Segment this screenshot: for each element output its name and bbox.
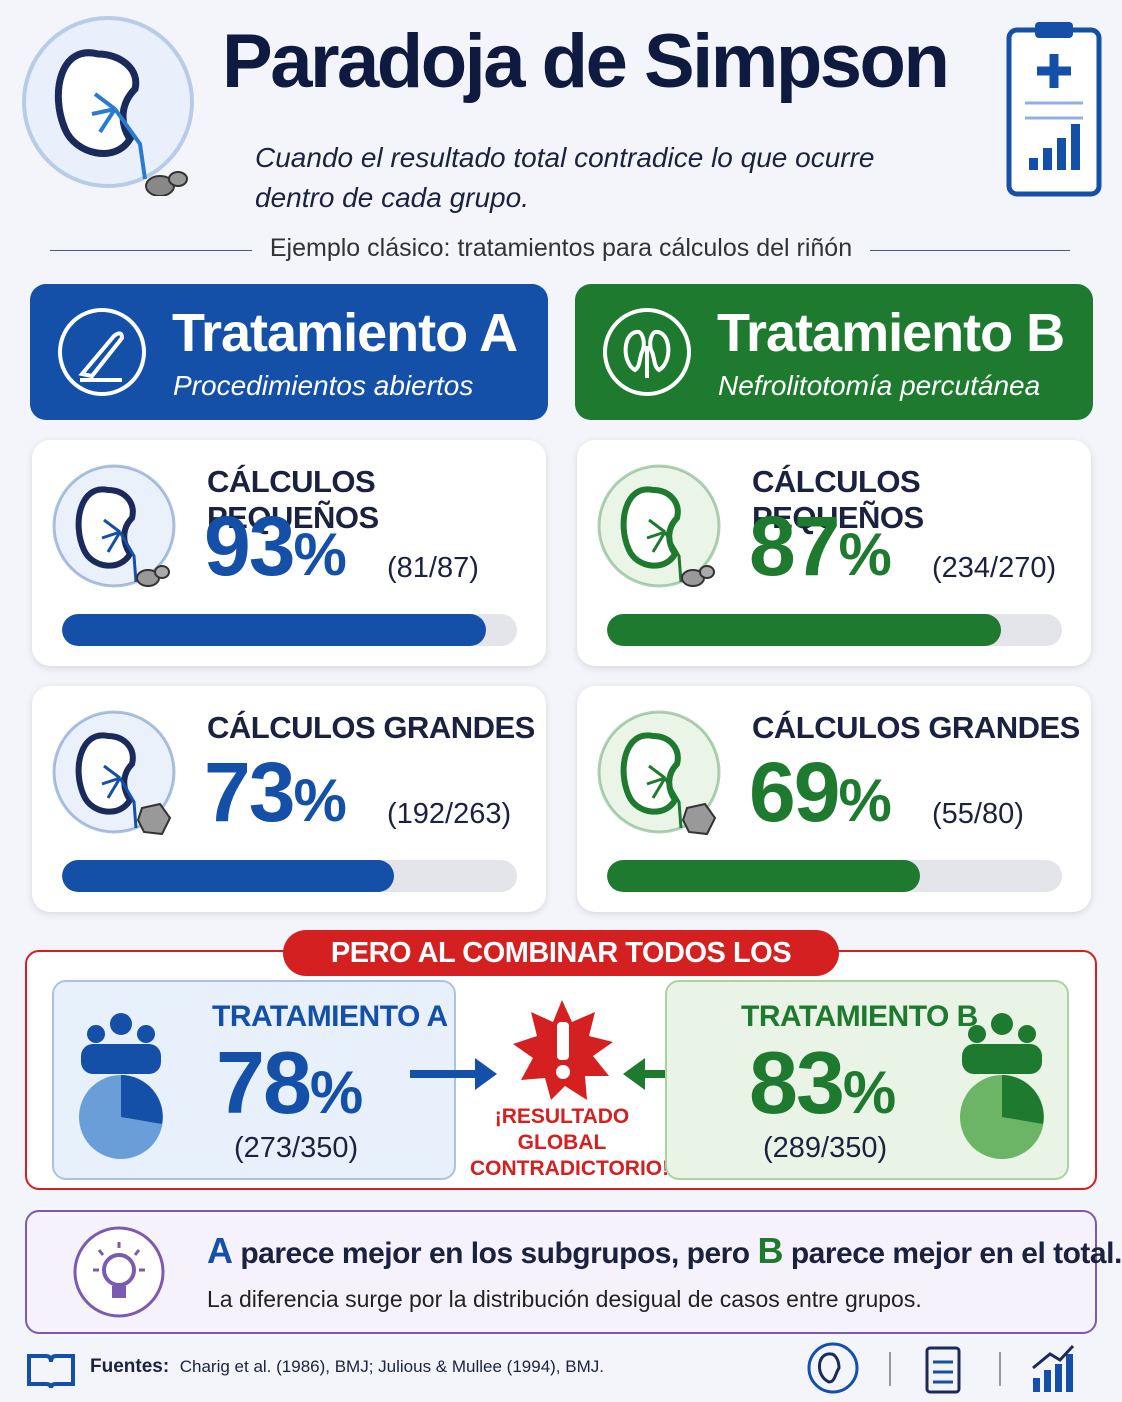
group-card: CÁLCULOS PEQUEÑOS 87% (234/270): [577, 440, 1091, 666]
bar: [607, 614, 1002, 646]
label: TRATAMIENTO B: [741, 1000, 978, 1033]
value: 69: [749, 745, 840, 839]
treatment-subtitle: Nefrolitotomía percutánea: [718, 370, 1041, 401]
book-icon: [27, 1354, 75, 1389]
percent: 83%: [749, 1032, 896, 1134]
note: La diferencia surge por la distribución …: [207, 1286, 922, 1312]
bar: [62, 614, 486, 646]
headline: A parece mejor en los subgrupos, pero B …: [207, 1230, 1122, 1272]
bar: [62, 860, 395, 892]
bar-track: [607, 860, 1062, 892]
treatment-icon: [56, 306, 148, 403]
sources-text: Charig et al. (1986), BMJ; Julious & Mul…: [179, 1357, 604, 1376]
combined-b: TRATAMIENTO B 83% (289/350): [665, 980, 1069, 1180]
sources: Fuentes: Charig et al. (1986), BMJ; Juli…: [90, 1356, 604, 1378]
warning: ¡RESULTADO GLOBAL CONTRADICTORIO!: [470, 1105, 670, 1180]
sources-label: Fuentes:: [90, 1356, 170, 1377]
arrows-burst: [410, 1000, 710, 1100]
kidney-icon: [595, 462, 723, 595]
fraction: (234/270): [932, 552, 1057, 584]
fraction: (55/80): [932, 798, 1024, 830]
group-card: CÁLCULOS GRANDES 69% (55/80): [577, 686, 1091, 912]
percent-sign: %: [838, 767, 891, 834]
combined-a: TRATAMIENTO A 78% (273/350): [52, 980, 456, 1180]
clipboard-icon: [1006, 22, 1102, 197]
group-percent: 69%: [749, 744, 892, 841]
group-percent: 87%: [749, 498, 892, 595]
group-label: CÁLCULOS GRANDES: [752, 710, 1080, 745]
percent-sign: %: [309, 1059, 363, 1126]
percent: 78%: [216, 1032, 363, 1134]
title: Paradoja de Simpson: [222, 19, 950, 104]
conclusion: A parece mejor en los subgrupos, pero B …: [25, 1210, 1122, 1334]
treatment-header: Tratamiento B Nefrolitotomía percutánea: [575, 284, 1093, 420]
treatment-icon: [601, 306, 693, 403]
percent-sign: %: [293, 767, 346, 834]
letter-a: A: [207, 1230, 233, 1271]
value: 87: [749, 499, 840, 593]
value: 93: [204, 499, 295, 593]
kidney-icon: [595, 708, 723, 841]
bar: [607, 860, 920, 892]
group-card: CÁLCULOS GRANDES 73% (192/263): [32, 686, 546, 912]
combined-banner: PERO AL COMBINAR TODOS LOS CASOS...: [283, 930, 839, 1015]
treatment-header: Tratamiento A Procedimientos abiertos: [30, 284, 548, 420]
text: parece mejor en el total.: [782, 1237, 1122, 1270]
group-percent: 73%: [204, 744, 347, 841]
percent-sign: %: [842, 1059, 896, 1126]
value: 78: [216, 1033, 312, 1132]
kidney-icon: [50, 708, 178, 841]
section-label: Ejemplo clásico: tratamientos para cálcu…: [0, 234, 1122, 263]
group-label: CÁLCULOS GRANDES: [207, 710, 535, 745]
group-label: CÁLCULOS PEQUEÑOS: [752, 464, 924, 535]
value: 73: [204, 745, 295, 839]
footer-icons: [807, 1342, 1075, 1394]
fraction: (289/350): [763, 1132, 888, 1164]
kidney-icon: [50, 462, 178, 595]
group-card: CÁLCULOS PEQUEÑOS 93% (81/87): [32, 440, 546, 666]
section-label-text: Ejemplo clásico: tratamientos para cálcu…: [251, 234, 871, 262]
letter-b: B: [757, 1230, 783, 1271]
group-label: CÁLCULOS PEQUEÑOS: [207, 464, 379, 535]
subtitle: Cuando el resultado total contradice lo …: [255, 142, 875, 213]
percent-sign: %: [838, 521, 891, 588]
fraction: (81/87): [387, 552, 479, 584]
percent-sign: %: [293, 521, 346, 588]
group-percent: 93%: [204, 498, 347, 595]
fraction: (192/263): [387, 798, 512, 830]
bar-track: [62, 614, 517, 646]
treatment-name: Tratamiento A: [172, 303, 518, 363]
value: 83: [749, 1033, 845, 1132]
people-pie-icon: [960, 1013, 1044, 1159]
bar-track: [607, 614, 1062, 646]
treatment-name: Tratamiento B: [717, 303, 1065, 363]
fraction: (273/350): [234, 1132, 359, 1164]
kidney-logo: [22, 16, 194, 196]
bar-track: [62, 860, 517, 892]
people-pie-icon: [79, 1013, 163, 1159]
bulb-icon: [73, 1226, 165, 1318]
label: TRATAMIENTO A: [212, 1000, 448, 1033]
text: parece mejor en los subgrupos, pero: [232, 1237, 758, 1270]
treatment-subtitle: Procedimientos abiertos: [173, 370, 474, 401]
